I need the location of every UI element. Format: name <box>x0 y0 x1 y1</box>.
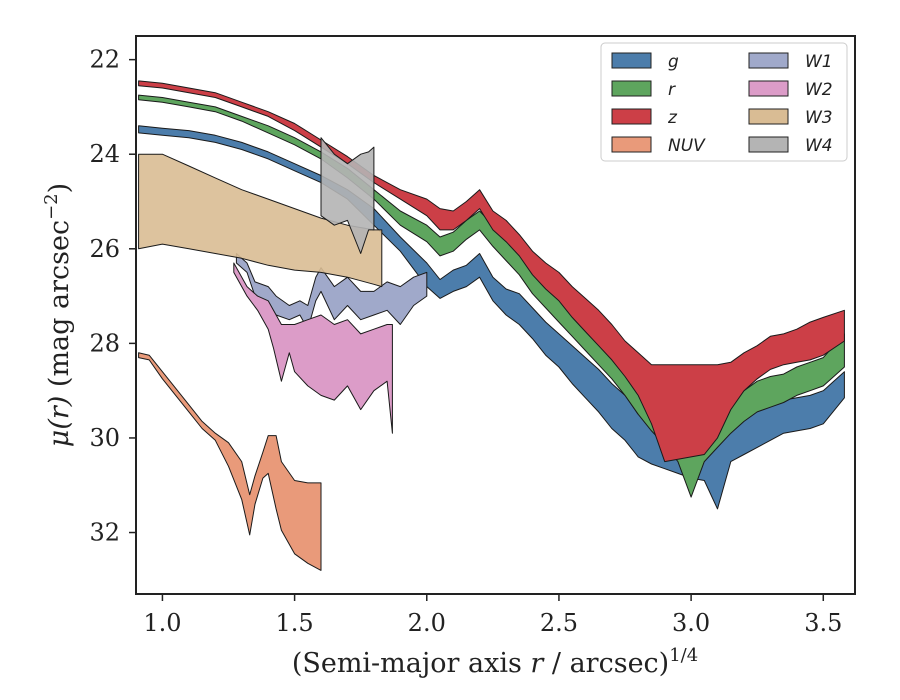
y-tick-label: 24 <box>89 140 120 168</box>
legend-swatch-NUV <box>611 136 652 153</box>
legend-label-W1: W1 <box>805 52 833 72</box>
series-layer <box>138 80 845 571</box>
series-band-NUV <box>138 352 322 571</box>
plot-frame <box>135 35 856 595</box>
series-band-z <box>138 80 845 463</box>
y-axis: 22 24 26 28 30 32 <box>89 46 136 547</box>
series-band-g <box>138 125 845 510</box>
x-tick-label: 2.0 <box>408 609 446 637</box>
x-tick-label: 1.0 <box>143 609 181 637</box>
legend-box <box>600 42 848 162</box>
x-axis-label: (Semi-major axis r / arcsec)1/4 <box>292 645 698 679</box>
legend-label-NUV: NUV <box>668 136 706 156</box>
legend-swatch-z <box>611 108 652 125</box>
legend-label-W3: W3 <box>805 108 833 128</box>
y-tick-label: 28 <box>89 329 120 357</box>
legend-swatch-W2 <box>748 80 789 97</box>
series-band-W4 <box>320 137 375 254</box>
legend-swatch-g <box>611 52 652 69</box>
x-tick-label: 2.5 <box>540 609 578 637</box>
legend-label-W4: W4 <box>805 136 833 156</box>
legend-swatch-W1 <box>748 52 789 69</box>
y-tick-label: 22 <box>89 46 120 74</box>
legend-label-W2: W2 <box>805 80 833 100</box>
legend-swatch-W3 <box>748 108 789 125</box>
x-axis: 1.0 1.5 2.0 2.5 3.0 3.5 <box>143 594 842 637</box>
y-tick-label: 26 <box>89 235 120 263</box>
y-axis-label: μ(r) (mag arcsec−2) <box>41 183 75 447</box>
y-tick-label: 30 <box>89 424 120 452</box>
series-band-W3 <box>138 153 383 288</box>
legend-label-r: r <box>668 80 676 100</box>
legend-label-z: z <box>667 108 678 128</box>
legend-swatch-r <box>611 80 652 97</box>
legend-label-g: g <box>668 52 679 72</box>
x-tick-label: 3.5 <box>804 609 842 637</box>
series-band-W2 <box>233 262 393 434</box>
x-tick-label: 1.5 <box>276 609 314 637</box>
legend-swatch-W4 <box>748 136 789 153</box>
y-tick-label: 32 <box>89 519 120 547</box>
series-band-W1 <box>235 253 428 330</box>
series-band-r <box>138 94 845 498</box>
legend: grz NUV W1 W2 W3 W4 <box>600 42 848 162</box>
x-tick-label: 3.0 <box>672 609 710 637</box>
